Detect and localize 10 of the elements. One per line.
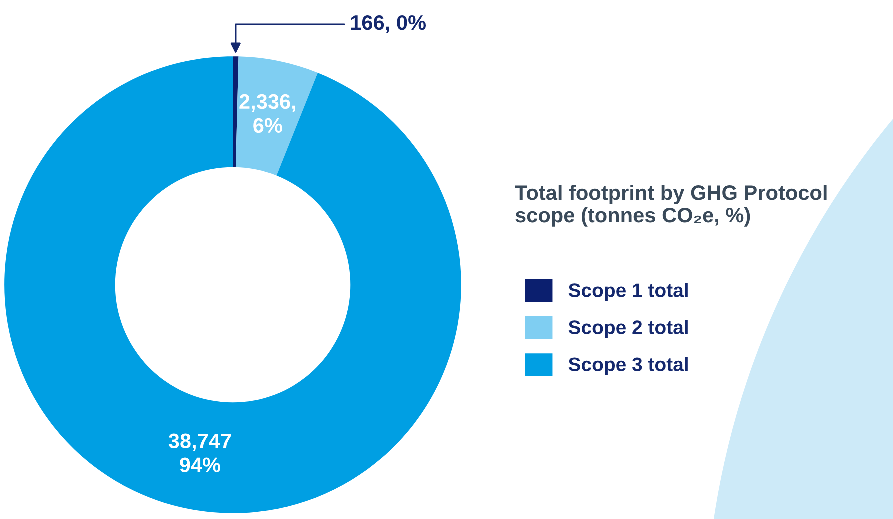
donut-slice (4, 56, 462, 514)
donut-slice (236, 56, 318, 176)
text: Total footprint by GHG Protocol scope (tonnes CO₂e, %) (515, 185, 827, 227)
data-label: 2,336, 6% (240, 94, 296, 134)
legend-label: Scope 1 total (568, 283, 688, 302)
data-label: 166, 0% (351, 15, 426, 34)
donut-slice (233, 56, 239, 168)
data-label: 38,747 94% (168, 434, 232, 472)
legend-label: Scope 3 total (568, 357, 688, 376)
legend-label: Scope 2 total (568, 320, 688, 338)
